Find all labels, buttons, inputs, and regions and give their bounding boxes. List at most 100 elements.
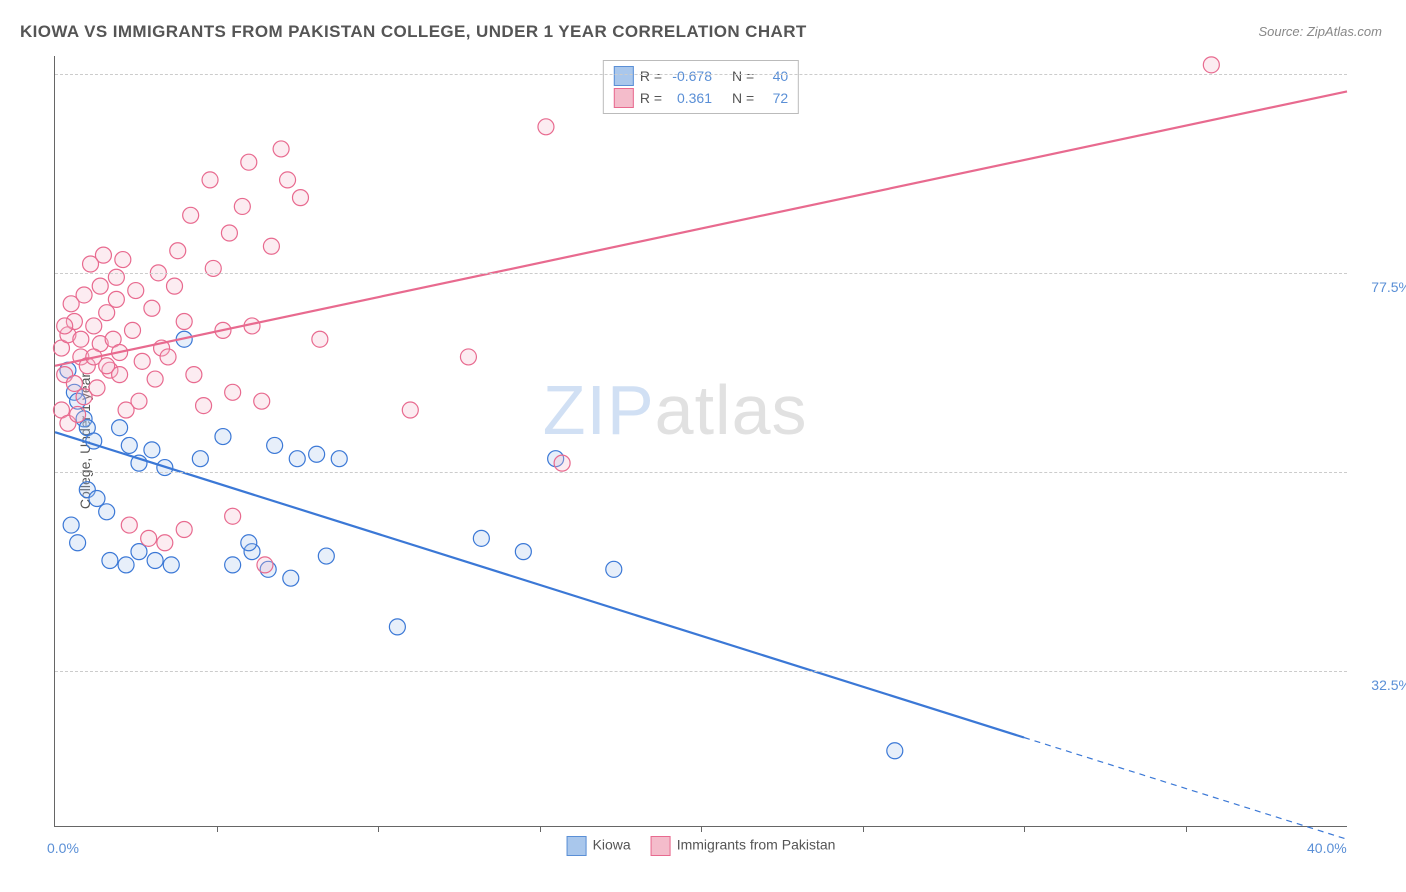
legend-n-value: 40 [760,68,788,84]
data-point-pakistan [73,331,89,347]
data-point-pakistan [99,305,115,321]
data-point-pakistan [125,322,141,338]
plot-area: College, Under 1 year ZIPatlas R =-0.678… [54,56,1347,827]
data-point-pakistan [257,557,273,573]
data-point-pakistan [225,508,241,524]
data-point-pakistan [89,380,105,396]
data-point-kiowa [289,451,305,467]
x-tick [378,826,379,832]
data-point-pakistan [312,331,328,347]
legend-n-value: 72 [760,90,788,106]
x-tick [863,826,864,832]
data-point-kiowa [309,446,325,462]
data-point-pakistan [292,190,308,206]
legend-series-label: Kiowa [593,837,631,853]
data-point-kiowa [887,743,903,759]
data-point-kiowa [606,561,622,577]
data-point-pakistan [202,172,218,188]
data-point-pakistan [183,207,199,223]
legend-r-label: R = [640,68,662,84]
data-point-pakistan [273,141,289,157]
legend-swatch [567,836,587,856]
data-point-kiowa [515,544,531,560]
source-name: ZipAtlas.com [1307,24,1382,39]
data-point-pakistan [57,318,73,334]
y-tick-label: 77.5% [1355,279,1406,295]
data-point-pakistan [76,287,92,303]
data-point-pakistan [112,367,128,383]
data-point-pakistan [402,402,418,418]
gridline [55,472,1347,473]
data-point-kiowa [70,535,86,551]
data-point-pakistan [460,349,476,365]
data-point-pakistan [205,260,221,276]
data-point-pakistan [134,353,150,369]
data-point-pakistan [66,375,82,391]
data-point-kiowa [331,451,347,467]
data-point-kiowa [121,437,137,453]
data-point-pakistan [554,455,570,471]
legend-correlation-row: R = -0.678 N = 40 [614,65,788,87]
data-point-pakistan [70,406,86,422]
legend-swatch [614,66,634,86]
data-point-pakistan [115,252,131,268]
data-point-pakistan [147,371,163,387]
data-point-pakistan [160,349,176,365]
data-point-pakistan [254,393,270,409]
data-point-kiowa [131,544,147,560]
x-tick [701,826,702,832]
data-point-kiowa [163,557,179,573]
data-point-pakistan [234,198,250,214]
data-point-kiowa [118,557,134,573]
data-point-kiowa [144,442,160,458]
y-tick-label: 32.5% [1355,677,1406,693]
chart-title: KIOWA VS IMMIGRANTS FROM PAKISTAN COLLEG… [20,22,807,42]
data-point-pakistan [86,318,102,334]
legend-r-value: -0.678 [668,68,712,84]
gridline [55,671,1347,672]
x-tick [1024,826,1025,832]
legend-series-item: Kiowa [567,836,631,856]
x-tick-label: 0.0% [47,840,79,856]
data-point-pakistan [141,530,157,546]
data-point-kiowa [318,548,334,564]
data-point-pakistan [157,535,173,551]
data-point-pakistan [280,172,296,188]
data-point-kiowa [267,437,283,453]
legend-r-value: 0.361 [668,90,712,106]
legend-swatch [651,836,671,856]
data-point-pakistan [186,367,202,383]
x-tick [1186,826,1187,832]
data-point-pakistan [263,238,279,254]
data-point-pakistan [128,283,144,299]
legend-correlation-row: R =0.361N =72 [614,87,788,109]
legend-series-label: Immigrants from Pakistan [677,837,836,853]
regression-line-pakistan [55,91,1347,365]
data-point-pakistan [221,225,237,241]
gridline [55,74,1347,75]
regression-line-kiowa-extrapolated [1024,737,1347,839]
data-point-kiowa [99,504,115,520]
data-point-pakistan [176,522,192,538]
data-point-kiowa [389,619,405,635]
data-point-pakistan [108,269,124,285]
data-point-kiowa [215,429,231,445]
source-prefix: Source: [1258,24,1306,39]
data-point-kiowa [192,451,208,467]
legend-swatch [614,88,634,108]
data-point-pakistan [538,119,554,135]
legend-series-item: Immigrants from Pakistan [651,836,836,856]
x-tick [217,826,218,832]
data-point-kiowa [225,557,241,573]
data-point-pakistan [176,314,192,330]
legend-r-label: R = [640,90,662,106]
data-point-pakistan [144,300,160,316]
legend-n-label: N = [732,68,754,84]
data-point-pakistan [1203,57,1219,73]
data-point-kiowa [473,530,489,546]
source-attribution: Source: ZipAtlas.com [1258,24,1382,39]
data-point-kiowa [102,552,118,568]
data-point-kiowa [63,517,79,533]
data-point-pakistan [121,517,137,533]
gridline [55,273,1347,274]
